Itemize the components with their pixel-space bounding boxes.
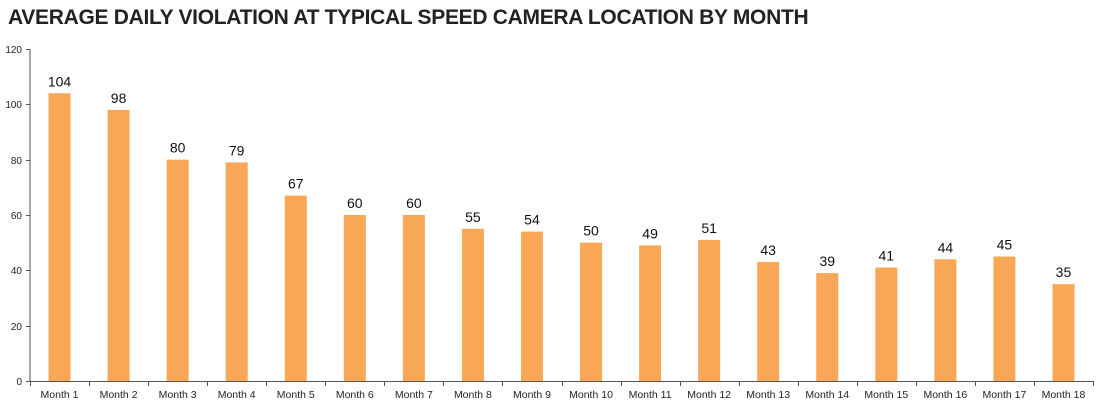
- x-tick-label: Month 7: [395, 389, 433, 401]
- data-label: 35: [1056, 264, 1072, 280]
- bar: [284, 195, 307, 381]
- data-label: 67: [288, 176, 304, 192]
- x-tick-label: Month 4: [218, 389, 256, 401]
- bar: [166, 159, 189, 381]
- bar: [639, 245, 662, 381]
- bar: [1052, 284, 1075, 381]
- x-tick-label: Month 16: [923, 389, 967, 401]
- x-tick-label: Month 1: [41, 389, 79, 401]
- x-tick-label: Month 11: [629, 389, 672, 401]
- y-tick-label: 0: [16, 377, 22, 388]
- bar: [402, 215, 425, 381]
- bar: [580, 242, 603, 381]
- chart-title: AVERAGE DAILY VIOLATION AT TYPICAL SPEED…: [8, 6, 809, 29]
- data-label: 80: [170, 140, 186, 156]
- data-label: 45: [997, 237, 1013, 253]
- data-label: 60: [406, 195, 422, 211]
- bar: [225, 162, 248, 381]
- x-tick-label: Month 8: [454, 389, 492, 401]
- x-tick-label: Month 5: [277, 389, 315, 401]
- y-axis: 0 20 40 60 80 100 120: [5, 45, 31, 388]
- x-tick-label: Month 15: [864, 389, 908, 401]
- y-tick-label: 100: [5, 100, 22, 111]
- x-tick-label: Month 9: [513, 389, 551, 401]
- bar: [993, 256, 1016, 381]
- y-tick-label: 20: [11, 322, 23, 333]
- data-label: 60: [347, 195, 363, 211]
- data-label: 98: [111, 90, 127, 106]
- data-label: 43: [760, 242, 776, 258]
- bars: [48, 93, 1075, 382]
- y-tick-label: 40: [11, 266, 23, 277]
- x-tick-label: Month 3: [159, 389, 197, 401]
- data-label: 50: [583, 223, 599, 239]
- bar: [520, 231, 543, 381]
- data-label: 39: [819, 253, 835, 269]
- x-tick-label: Month 13: [746, 389, 790, 401]
- bar: [461, 228, 484, 381]
- x-tick-label: Month 14: [805, 389, 849, 401]
- data-label: 41: [879, 248, 895, 264]
- x-tick-label: Month 12: [687, 389, 731, 401]
- bar: [875, 267, 898, 381]
- bar: [816, 273, 839, 381]
- y-tick-label: 120: [5, 45, 22, 56]
- bar: [934, 259, 957, 381]
- x-tick-label: Month 10: [569, 389, 613, 401]
- data-label: 44: [938, 239, 954, 255]
- data-label: 51: [701, 220, 717, 236]
- y-tick-label: 80: [11, 156, 23, 167]
- x-tick-label: Month 18: [1042, 389, 1086, 401]
- x-tick-label: Month 6: [336, 389, 374, 401]
- y-tick-label: 60: [11, 211, 23, 222]
- bar: [107, 109, 130, 381]
- data-labels: 104 98 80 79 67 60 60 55 54 50 49 51 43 39 41 44 45 35: [48, 73, 1072, 280]
- x-axis: Month 1 Month 2 Month 3 Month 4 Month 5 Month…: [30, 381, 1094, 401]
- data-label: 49: [642, 225, 658, 241]
- bar: [757, 262, 780, 381]
- bar: [698, 239, 721, 381]
- data-label: 79: [229, 142, 245, 158]
- x-tick-label: Month 17: [983, 389, 1027, 401]
- data-label: 104: [48, 73, 72, 89]
- data-label: 54: [524, 212, 540, 228]
- bar: [343, 215, 366, 381]
- data-label: 55: [465, 209, 481, 225]
- x-tick-label: Month 2: [100, 389, 138, 401]
- bar: [48, 93, 71, 382]
